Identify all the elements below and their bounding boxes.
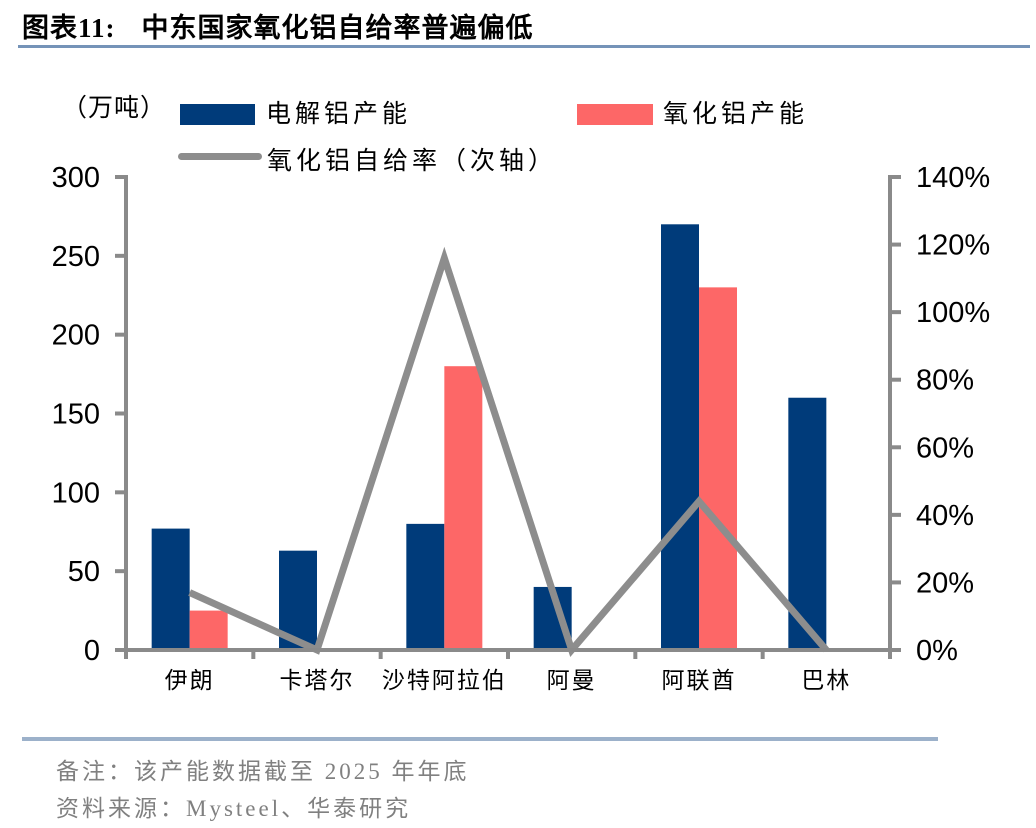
bar-alumina-4 xyxy=(699,287,737,650)
x-category-label-2: 沙特阿拉伯 xyxy=(382,668,507,693)
footer-note: 备注：该产能数据截至 2025 年年底 xyxy=(56,759,470,784)
x-category-label-4: 阿联酋 xyxy=(662,668,737,693)
legend-label-alumina: 氧化铝产能 xyxy=(663,101,809,128)
figure-title-text: 中东国家氧化铝自给率普遍偏低 xyxy=(141,13,534,43)
right-axis-tick-label: 0% xyxy=(916,635,958,667)
left-axis-tick-label: 250 xyxy=(52,241,100,273)
left-axis-tick-label: 150 xyxy=(52,399,100,431)
right-axis-tick-label: 80% xyxy=(916,365,974,397)
left-axis-unit-label: （万吨） xyxy=(62,95,167,122)
right-axis-tick-label: 40% xyxy=(916,500,974,532)
right-axis-tick-label: 100% xyxy=(916,297,990,329)
figure-number-label: 图表11: xyxy=(22,13,116,43)
bar-alumina-0 xyxy=(189,610,228,650)
left-axis-tick-label: 0 xyxy=(84,635,100,667)
legend-label-self-sufficiency: 氧化铝自给率（次轴） xyxy=(267,148,558,175)
x-category-label-3: 阿曼 xyxy=(547,668,597,693)
title-divider xyxy=(18,45,1030,48)
self-sufficiency-line xyxy=(188,246,829,658)
x-category-label-1: 卡塔尔 xyxy=(280,668,355,693)
right-axis-tick-label: 140% xyxy=(916,162,990,194)
bar-alumina-2 xyxy=(444,366,483,650)
bar-electrolytic-2 xyxy=(406,523,445,650)
bar-electrolytic-4 xyxy=(661,224,699,651)
footer-source: 资料来源：Mysteel、华泰研究 xyxy=(56,796,412,821)
legend-swatch-alumina xyxy=(577,104,653,125)
bar-electrolytic-0 xyxy=(151,528,190,650)
legend-swatch-self-sufficiency-line xyxy=(178,153,262,160)
legend-swatch-electrolytic-aluminum xyxy=(180,104,255,125)
x-category-label-5: 巴林 xyxy=(801,668,851,693)
right-axis-tick-label: 20% xyxy=(916,567,974,599)
left-axis-tick-label: 50 xyxy=(68,556,100,588)
left-axis-tick-label: 300 xyxy=(52,162,100,194)
legend-label-electrolytic-aluminum: 电解铝产能 xyxy=(266,101,412,128)
left-axis-tick-label: 200 xyxy=(52,320,100,352)
right-axis-tick-label: 120% xyxy=(916,230,990,262)
x-category-label-0: 伊朗 xyxy=(165,668,215,693)
footer-divider xyxy=(22,737,938,741)
left-axis-tick-label: 100 xyxy=(52,477,100,509)
right-axis-tick-label: 60% xyxy=(916,432,974,464)
figure-title: 图表11: 中东国家氧化铝自给率普遍偏低 xyxy=(22,6,534,45)
